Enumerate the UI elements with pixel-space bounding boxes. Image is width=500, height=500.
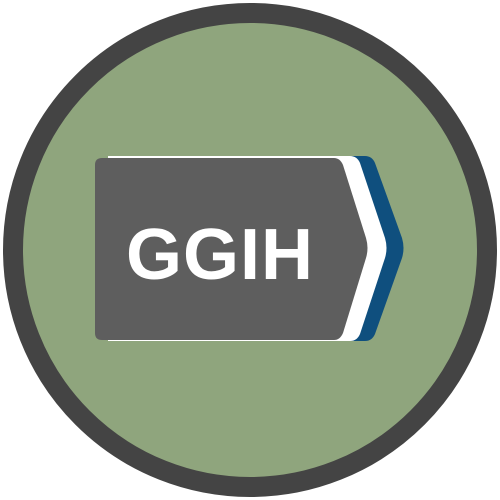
route-label: GGIH — [126, 215, 314, 295]
shield-body — [95, 158, 368, 340]
